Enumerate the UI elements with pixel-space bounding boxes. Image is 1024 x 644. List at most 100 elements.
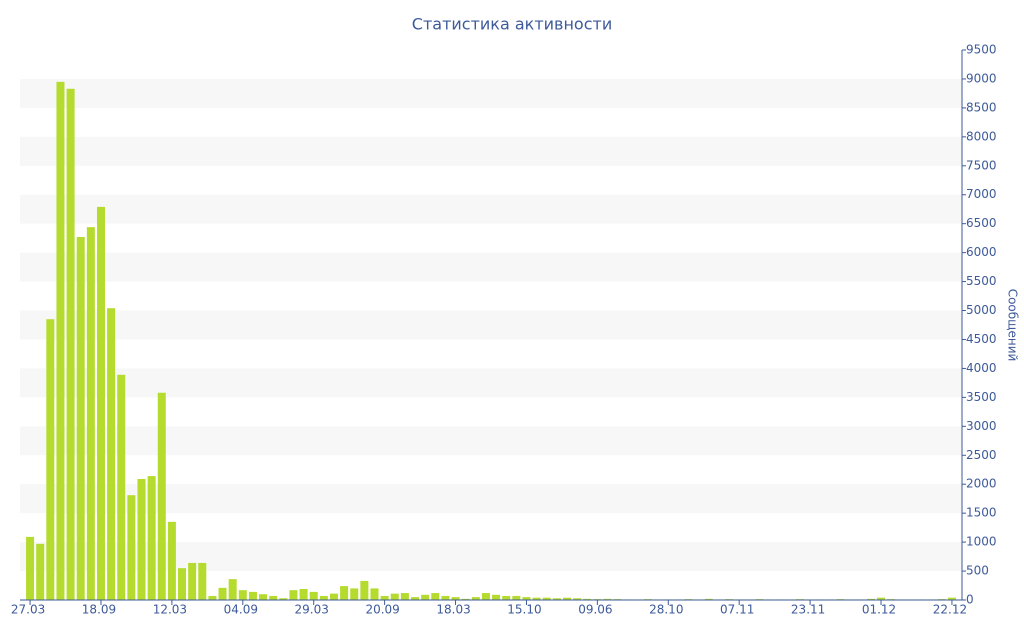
y-tick-label: 3500: [966, 390, 997, 404]
x-tick-label: 20.09: [365, 603, 399, 617]
y-tick-label: 0: [966, 593, 974, 607]
bar: [167, 521, 176, 600]
bar: [502, 595, 511, 600]
bar: [137, 479, 146, 600]
plot-band: [20, 542, 962, 572]
y-tick-label: 6500: [966, 216, 997, 230]
x-tick-label: 27.03: [11, 603, 45, 617]
bar: [512, 595, 521, 600]
bar: [340, 586, 349, 600]
y-tick-label: 5000: [966, 303, 997, 317]
x-tick-label: 09.06: [578, 603, 612, 617]
x-tick-label: 18.03: [436, 603, 470, 617]
y-tick-label: 8500: [966, 100, 997, 114]
bar: [178, 568, 187, 600]
bar: [421, 594, 430, 600]
bar: [46, 319, 55, 600]
x-tick-label: 18.09: [82, 603, 116, 617]
bar: [248, 591, 257, 600]
bar: [441, 595, 450, 600]
bar: [350, 588, 359, 600]
bar: [390, 593, 399, 600]
x-tick-label: 04.09: [224, 603, 258, 617]
bar: [583, 598, 592, 600]
bar: [157, 392, 166, 600]
y-tick-label: 4500: [966, 332, 997, 346]
bar: [562, 597, 571, 600]
bar: [76, 237, 85, 600]
bar: [218, 587, 227, 600]
bar: [481, 593, 490, 600]
bar: [370, 588, 379, 600]
bar: [947, 597, 956, 600]
bar: [400, 593, 409, 600]
y-tick-label: 8000: [966, 129, 997, 143]
bar: [198, 562, 207, 600]
bar: [269, 595, 278, 600]
y-tick-label: 1500: [966, 506, 997, 520]
chart-title: Статистика активности: [412, 15, 612, 34]
plot-band: [20, 426, 962, 456]
bar: [107, 308, 116, 600]
bar: [117, 374, 126, 600]
x-tick-label: 23.11: [791, 603, 825, 617]
x-tick-label: 12.03: [153, 603, 187, 617]
bar: [329, 593, 338, 600]
bar: [461, 598, 470, 600]
bar: [522, 597, 531, 600]
plot-band: [20, 484, 962, 514]
y-tick-label: 2000: [966, 477, 997, 491]
bar: [471, 597, 480, 600]
bar: [299, 589, 308, 600]
bar: [127, 495, 136, 600]
bar: [532, 597, 541, 600]
bar: [188, 562, 197, 600]
x-tick-label: 29.03: [295, 603, 329, 617]
y-tick-label: 6000: [966, 245, 997, 259]
bar: [259, 594, 268, 600]
bar: [86, 227, 95, 600]
x-tick-label: 15.10: [507, 603, 541, 617]
x-tick-label: 01.12: [862, 603, 896, 617]
bar: [704, 598, 713, 600]
plot-band: [20, 310, 962, 340]
plot-band: [20, 78, 962, 108]
bar: [309, 591, 318, 600]
bar: [238, 590, 247, 600]
bar: [360, 580, 369, 600]
plot-band: [20, 252, 962, 282]
y-tick-label: 9000: [966, 71, 997, 85]
bar: [279, 598, 288, 600]
plot-band: [20, 136, 962, 166]
bar: [66, 88, 75, 600]
plot-band: [20, 194, 962, 224]
bar: [552, 598, 561, 600]
bar: [866, 598, 875, 600]
x-tick-label: 22.12: [933, 603, 967, 617]
bar: [319, 595, 328, 600]
bar: [431, 593, 440, 600]
x-tick-label: 28.10: [649, 603, 683, 617]
y-tick-label: 1000: [966, 535, 997, 549]
bar: [573, 598, 582, 600]
bar: [603, 598, 612, 600]
y-tick-label: 500: [966, 564, 989, 578]
bar: [26, 536, 35, 600]
bar: [147, 476, 156, 600]
y-tick-label: 2500: [966, 448, 997, 462]
bar: [492, 594, 501, 600]
bar: [380, 595, 389, 600]
plot-band: [20, 368, 962, 398]
bar: [36, 543, 45, 600]
bar: [228, 579, 237, 600]
bar: [96, 206, 105, 601]
y-tick-label: 7500: [966, 158, 997, 172]
x-tick-label: 07.11: [720, 603, 754, 617]
y-tick-label: 4000: [966, 361, 997, 375]
bar: [542, 597, 551, 600]
bar: [289, 590, 298, 600]
bar: [208, 595, 217, 600]
y-tick-label: 9500: [966, 43, 997, 57]
bar: [451, 597, 460, 600]
y-tick-label: 5500: [966, 274, 997, 288]
